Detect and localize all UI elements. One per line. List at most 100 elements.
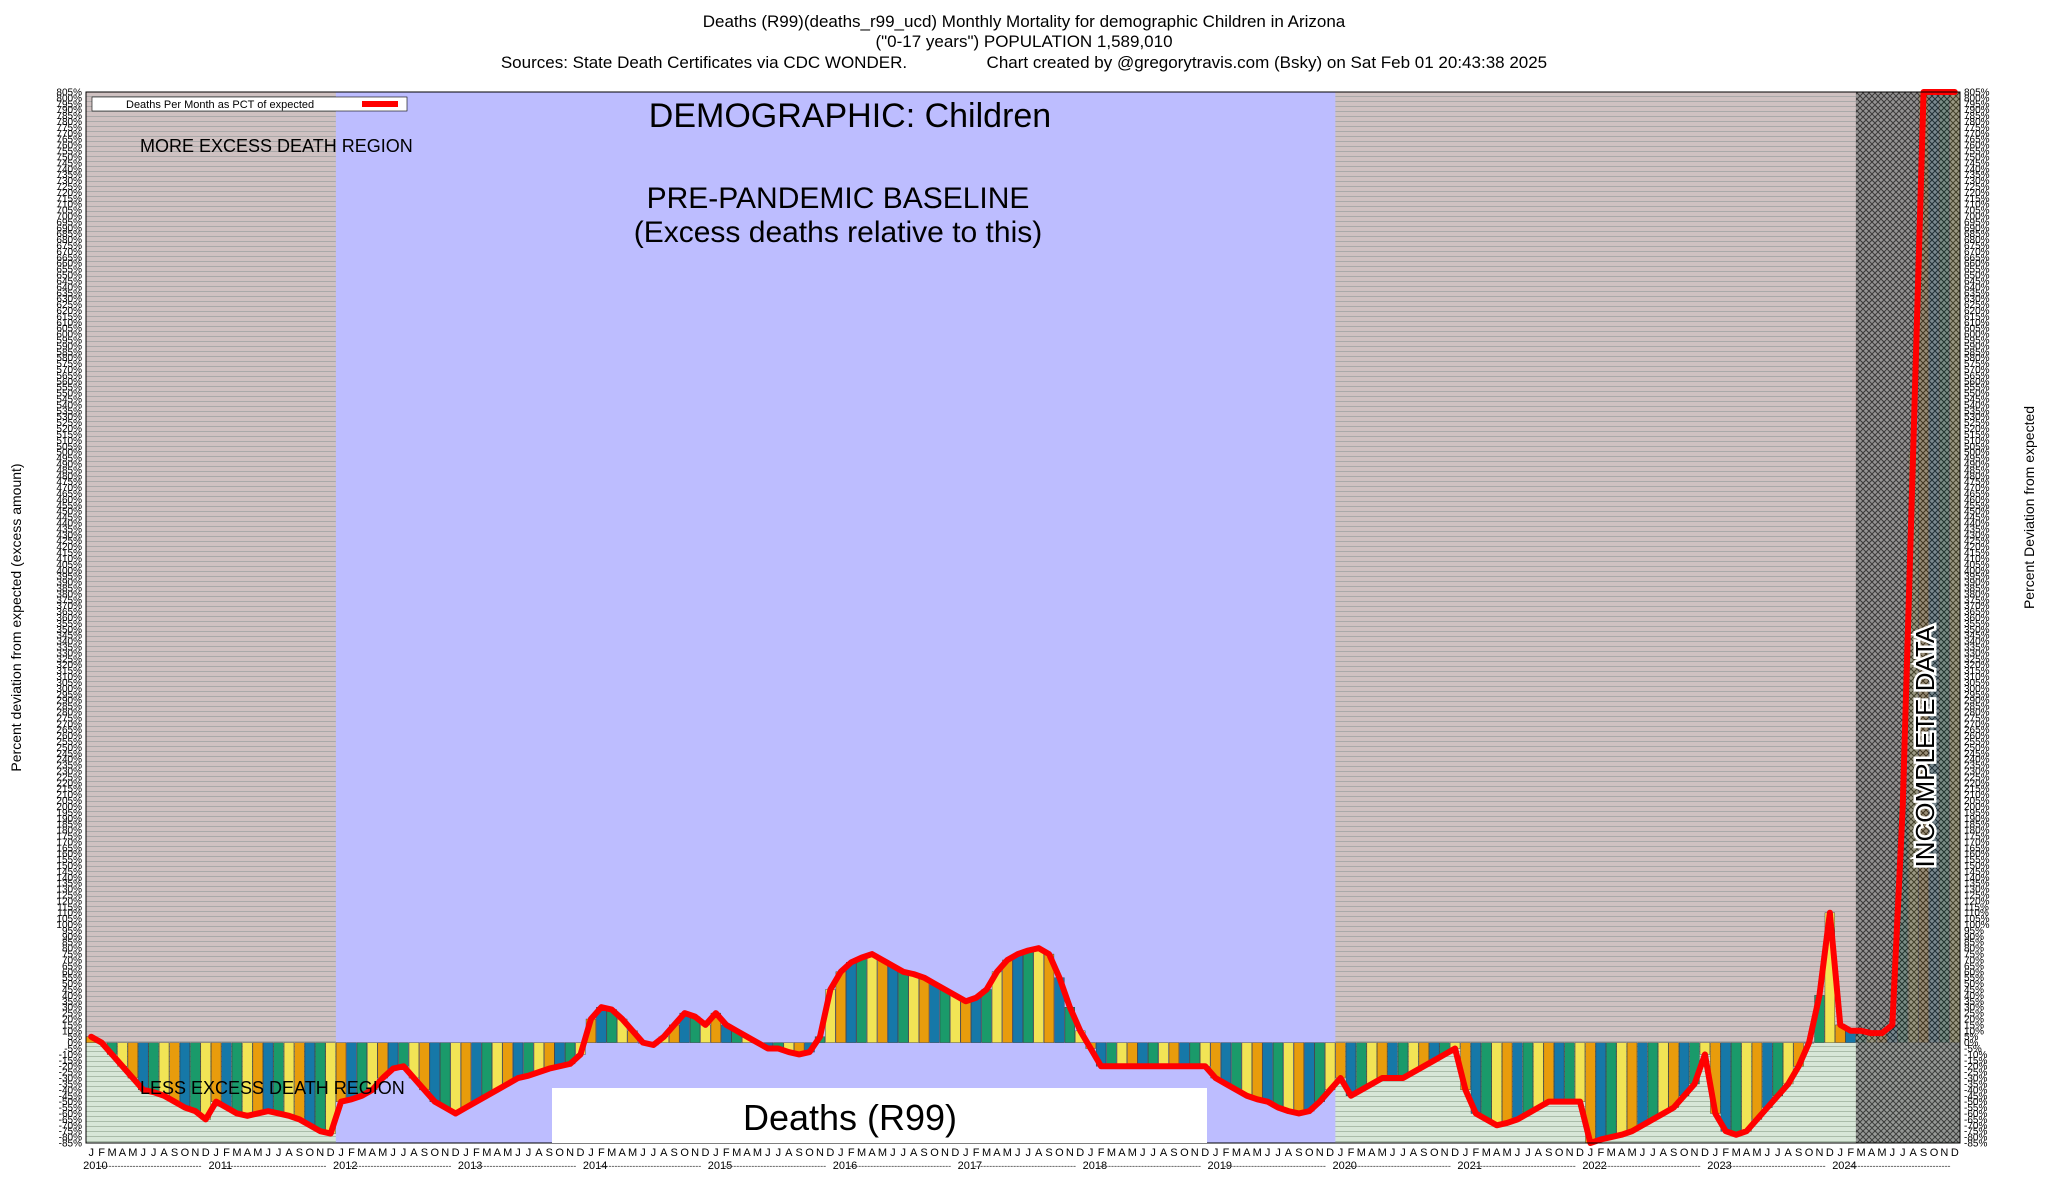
x-month-label: D (1701, 1147, 1709, 1159)
x-month-label: S (1170, 1147, 1177, 1159)
x-month-label: M (982, 1147, 991, 1159)
x-year-label: 2014 (583, 1160, 607, 1172)
y-tick-label-right: 130% (1964, 885, 1990, 896)
y-tick-label-right: 605% (1964, 324, 1990, 335)
y-tick-label-left: 390% (56, 578, 82, 589)
y-tick-label-right: 395% (1964, 572, 1990, 583)
x-month-label: M (1003, 1147, 1012, 1159)
y-tick-label-right: 370% (1964, 601, 1990, 612)
y-tick-label-right: 35% (1964, 997, 1984, 1008)
x-month-label: J (1265, 1147, 1271, 1159)
bar (1002, 959, 1013, 1043)
x-month-label: M (503, 1147, 512, 1159)
y-tick-label-right: 300% (1964, 684, 1990, 695)
bar (1033, 947, 1044, 1043)
y-tick-label-right: 465% (1964, 489, 1990, 500)
x-month-label: N (1441, 1147, 1449, 1159)
y-tick-label-left: 25% (62, 1009, 82, 1020)
x-month-label: N (1691, 1147, 1699, 1159)
y-tick-label-left: 750% (56, 152, 82, 163)
y-tick-label-left: 10% (62, 1026, 82, 1037)
x-month-label: N (1566, 1147, 1574, 1159)
x-month-label: J (276, 1147, 282, 1159)
y-tick-label-left: 640% (56, 282, 82, 293)
y-tick-label-left: -65% (59, 1115, 82, 1126)
bar (866, 953, 878, 1043)
x-year-separator: ---------------------------------- (724, 1161, 826, 1171)
y-tick-label-left: 805% (56, 88, 82, 99)
y-tick-label-left: 530% (56, 412, 82, 423)
bar (1241, 1042, 1252, 1096)
chart-title-line1: Deaths (R99)(deaths_r99_ucd) Monthly Mor… (702, 12, 1346, 31)
y-tick-label-right: 30% (1964, 1003, 1984, 1014)
y-tick-label-left: -5% (64, 1044, 82, 1055)
x-month-label: J (1775, 1147, 1781, 1159)
y-tick-label-right: 120% (1964, 896, 1990, 907)
series-line (88, 89, 1958, 1146)
x-month-label: O (306, 1147, 315, 1159)
y-tick-label-right: 445% (1964, 513, 1990, 524)
legend-box (91, 96, 408, 112)
y-tick-label-right: 95% (1964, 926, 1984, 937)
x-month-label: A (743, 1147, 751, 1159)
y-tick-label-left: 290% (56, 696, 82, 707)
y-tick-label-right: 160% (1964, 849, 1990, 860)
y-tick-label-left: 380% (56, 589, 82, 600)
y-tick-label-left: 70% (62, 955, 82, 966)
x-month-label: N (691, 1147, 699, 1159)
y-tick-label-right: 725% (1964, 182, 1990, 193)
y-tick-label-right: 310% (1964, 672, 1990, 683)
x-year-label: 2012 (333, 1160, 357, 1172)
x-month-label: A (1660, 1147, 1668, 1159)
y-tick-label-left: 695% (56, 217, 82, 228)
bar (1502, 1042, 1513, 1124)
y-tick-label-left: 280% (56, 707, 82, 718)
y-tick-label-right: 0% (1964, 1038, 1979, 1049)
y-tick-label-right: 790% (1964, 105, 1990, 116)
bar (1335, 1042, 1346, 1079)
y-tick-label-left: -25% (59, 1068, 82, 1079)
y-tick-label-left: 195% (56, 808, 82, 819)
y-tick-label-left: 570% (56, 365, 82, 376)
y-tick-label-left: 445% (56, 513, 82, 524)
bar (1595, 1042, 1606, 1140)
x-month-label: A (1785, 1147, 1793, 1159)
y-tick-label-left: 590% (56, 341, 82, 352)
y-tick-label-right: 135% (1964, 879, 1990, 890)
series-name-label: Deaths (R99) (743, 1097, 957, 1138)
y-tick-label-left: 765% (56, 135, 82, 146)
x-month-label: J (1713, 1147, 1719, 1159)
bar (981, 989, 992, 1043)
y-tick-label-right: -25% (1964, 1068, 1987, 1079)
y-tick-label-right: 280% (1964, 707, 1990, 718)
x-month-label: J (1525, 1147, 1531, 1159)
y-tick-label-right: 430% (1964, 530, 1990, 541)
x-month-label: J (1838, 1147, 1844, 1159)
y-tick-label-right: -20% (1964, 1062, 1987, 1073)
x-month-label: J (1765, 1147, 1771, 1159)
x-month-label: A (494, 1147, 502, 1159)
y-tick-label-left: 515% (56, 430, 82, 441)
x-year-separator: ---------------------------------- (225, 1161, 327, 1171)
y-tick-label-left: 645% (56, 276, 82, 287)
x-month-label: F (973, 1147, 980, 1159)
x-month-label: F (848, 1147, 855, 1159)
y-tick-label-right: 625% (1964, 300, 1990, 311)
bar (1314, 1042, 1325, 1102)
bar (1637, 1042, 1648, 1126)
x-month-label: F (473, 1147, 480, 1159)
y-tick-label-right: 325% (1964, 654, 1990, 665)
y-tick-label-right: 745% (1964, 158, 1990, 169)
y-tick-label-left: 600% (56, 330, 82, 341)
y-tick-label-right: 25% (1964, 1009, 1984, 1020)
y-tick-label-right: 375% (1964, 595, 1990, 606)
x-month-label: A (1160, 1147, 1168, 1159)
y-tick-label-right: 195% (1964, 808, 1990, 819)
x-month-label: F (598, 1147, 605, 1159)
y-tick-label-right: 185% (1964, 820, 1990, 831)
bar (877, 959, 888, 1043)
y-tick-label-right: 600% (1964, 330, 1990, 341)
y-tick-label-left: 75% (62, 950, 82, 961)
bar (1116, 1042, 1128, 1067)
